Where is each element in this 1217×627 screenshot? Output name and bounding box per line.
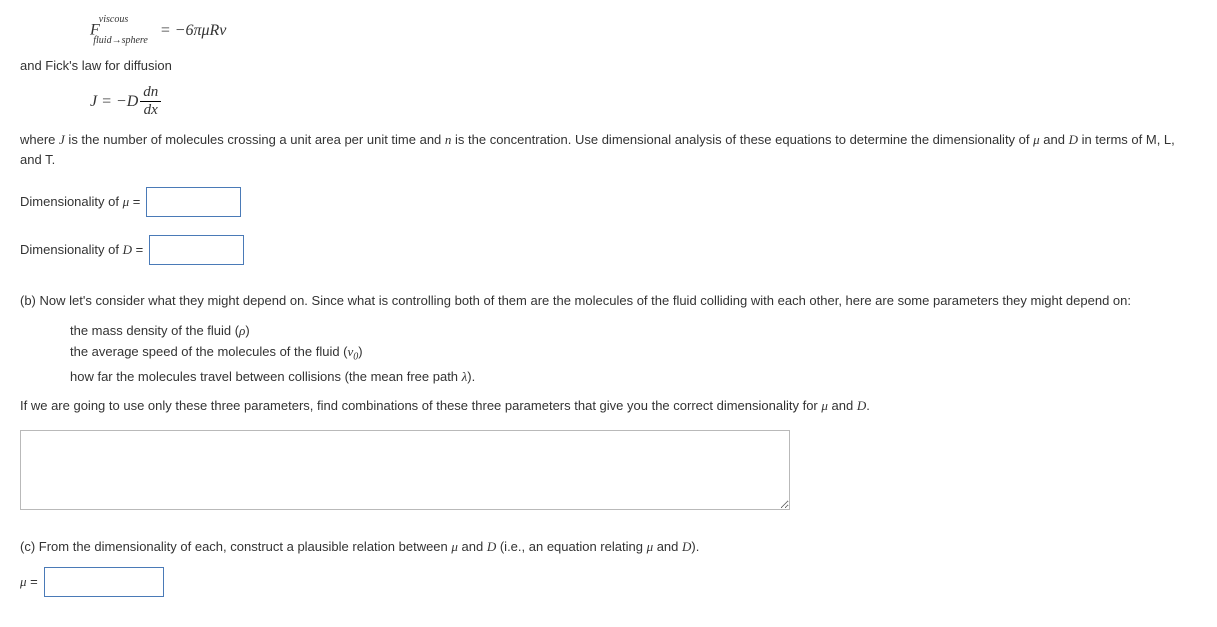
i2b: ) (358, 344, 362, 359)
ld-a: Dimensionality of (20, 242, 123, 257)
label-dim-mu: Dimensionality of μ = (20, 192, 140, 212)
bt-a: If we are going to use only these three … (20, 398, 821, 413)
partb-lead: (b) Now let's consider what they might d… (20, 291, 1197, 311)
lmu-b: = (129, 194, 140, 209)
partb-list: the mass density of the fluid (ρ) the av… (70, 321, 1197, 387)
c-c: (i.e., an equation relating (496, 539, 646, 554)
ld-sym: D (123, 242, 132, 257)
t4: and (1040, 132, 1069, 147)
i1a: the mass density of the fluid ( (70, 323, 239, 338)
lmu-a: Dimensionality of (20, 194, 123, 209)
t2: is the number of molecules crossing a un… (65, 132, 445, 147)
eq2-num: dn (140, 85, 161, 102)
para-ficks-intro: and Fick's law for diffusion (20, 56, 1197, 76)
para-explain: where J is the number of molecules cross… (20, 130, 1197, 169)
lc-eq: = (27, 574, 38, 589)
label-partc: μ = (20, 572, 38, 592)
i3a: how far the molecules travel between col… (70, 369, 462, 384)
i1b: ) (245, 323, 249, 338)
stokes-equation: Fviscousfluid→sphere = −6πμRv (90, 18, 1197, 44)
ficks-equation: J = −D dn dx (90, 85, 1197, 118)
eq2-prefix: J = −D (90, 90, 138, 114)
eq1-sub: fluid→sphere (93, 35, 148, 46)
input-partc[interactable] (44, 567, 164, 597)
row-partc: μ = (20, 567, 1197, 597)
c-d: and (653, 539, 682, 554)
eq1-sup: viscous (99, 14, 128, 25)
partb-tail: If we are going to use only these three … (20, 396, 1197, 416)
c-e: ). (691, 539, 699, 554)
t1: where (20, 132, 59, 147)
eq2-fraction: dn dx (140, 85, 161, 118)
eq1-rhs: = −6πμRv (160, 19, 227, 43)
input-dim-d[interactable] (149, 235, 244, 265)
input-dim-mu[interactable] (146, 187, 241, 217)
t3: is the concentration. Use dimensional an… (451, 132, 1033, 147)
sym-D: D (1069, 132, 1078, 147)
ld-b: = (132, 242, 143, 257)
row-dim-d: Dimensionality of D = (20, 235, 1197, 265)
c-s4: D (682, 539, 691, 554)
i3b: ). (467, 369, 475, 384)
list-item: the average speed of the molecules of th… (70, 342, 1197, 365)
i2a: the average speed of the molecules of th… (70, 344, 348, 359)
textarea-partb[interactable] (20, 430, 790, 510)
row-dim-mu: Dimensionality of μ = (20, 187, 1197, 217)
c-b: and (458, 539, 487, 554)
bt-D: D (857, 398, 866, 413)
c-s2: D (487, 539, 496, 554)
partc-text: (c) From the dimensionality of each, con… (20, 537, 1197, 557)
list-item: the mass density of the fluid (ρ) (70, 321, 1197, 341)
c-a: (c) From the dimensionality of each, con… (20, 539, 451, 554)
label-dim-d: Dimensionality of D = (20, 240, 143, 260)
eq2-den: dx (144, 102, 158, 118)
bt-mid: and (828, 398, 857, 413)
bt-b: . (866, 398, 870, 413)
list-item: how far the molecules travel between col… (70, 367, 1197, 387)
